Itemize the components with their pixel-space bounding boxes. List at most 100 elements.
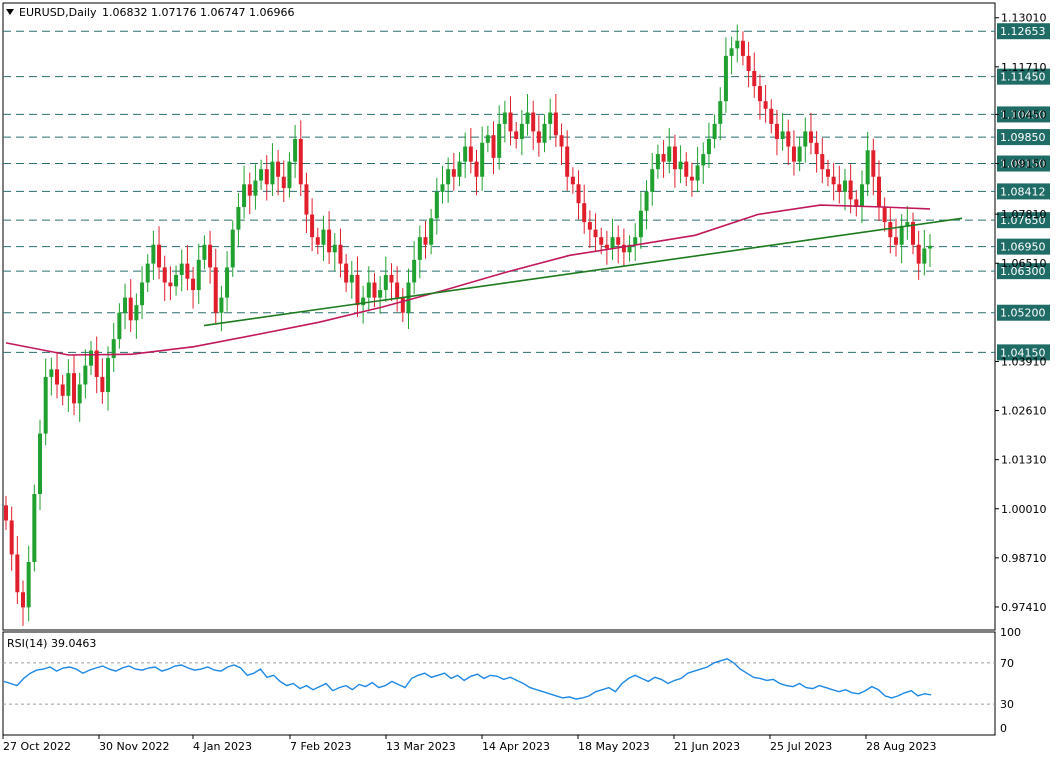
candle-body — [491, 135, 496, 158]
y-tick-label: 1.01310 — [1001, 454, 1047, 467]
candle-body — [525, 112, 530, 124]
candle-body — [474, 161, 479, 177]
candle-body — [899, 225, 904, 245]
candle-body — [123, 297, 128, 313]
candle-body — [888, 222, 893, 238]
candle-body — [264, 169, 269, 185]
candle-body — [621, 244, 626, 253]
candle-body — [791, 146, 796, 162]
candle-body — [905, 222, 910, 226]
candle-body — [582, 203, 587, 223]
x-axis: 27 Oct 2022 30 Nov 2022 4 Jan 2023 7 Feb 20… — [2, 735, 936, 753]
candle-body — [859, 184, 864, 207]
candle-body — [774, 123, 779, 139]
candle-body — [242, 184, 247, 207]
candle-body — [633, 237, 638, 245]
candle-body — [604, 244, 609, 249]
candle-body — [281, 176, 286, 189]
candle-body — [695, 165, 700, 181]
candle-body — [26, 562, 31, 608]
candle-body — [650, 169, 655, 192]
candle-body — [49, 369, 54, 377]
level-tag — [997, 129, 1050, 146]
level-tag-label: 1.12653 — [1000, 25, 1046, 38]
candle-body — [922, 248, 927, 264]
candle-body — [429, 218, 434, 245]
candle-body — [735, 40, 740, 49]
x-tick-label: 27 Oct 2022 — [3, 740, 71, 753]
level-tag-label: 1.09850 — [1000, 131, 1046, 144]
candle-body — [32, 494, 37, 563]
candle-body — [236, 206, 241, 230]
candle-body — [531, 112, 536, 132]
moving-average — [5, 204, 931, 356]
candle-body — [225, 267, 230, 298]
candle-body — [310, 214, 315, 238]
candle-body — [638, 210, 643, 238]
candle-body — [259, 169, 264, 181]
y-axis: 1.13010 1.11710 1.10450 1.09150 1.07810 1.065… — [995, 12, 1047, 614]
candle-body — [440, 184, 445, 192]
candle-body — [162, 267, 167, 283]
candle-body — [814, 142, 819, 155]
candle-body — [128, 297, 133, 321]
candle-body — [72, 373, 77, 404]
y-tick-label: 1.09150 — [1001, 158, 1047, 171]
rsi-tick-label: 100 — [1000, 626, 1021, 639]
candle-body — [655, 154, 660, 170]
x-tick-label: 21 Jun 2023 — [674, 740, 740, 753]
candle-body — [678, 161, 683, 170]
level-tag — [997, 304, 1050, 321]
level-tag — [997, 344, 1050, 361]
main-plot-frame — [2, 2, 996, 631]
level-tag — [997, 183, 1050, 200]
candle-body — [842, 180, 847, 192]
candle-body — [593, 229, 598, 238]
candle-body — [616, 237, 621, 245]
candle-body — [542, 123, 547, 143]
candle-body — [43, 376, 48, 434]
level-tag-label: 1.08412 — [1000, 185, 1046, 198]
candle-body — [706, 138, 711, 155]
level-tag — [997, 106, 1050, 123]
candle-body — [910, 222, 915, 245]
candle-body — [446, 169, 451, 185]
candle-body — [412, 259, 417, 283]
candle-body — [769, 108, 774, 124]
candle-body — [219, 297, 224, 313]
candle-body — [434, 191, 439, 219]
candle-body — [89, 350, 94, 366]
candle-body — [400, 297, 405, 313]
candle-body — [417, 237, 422, 260]
candle-body — [395, 282, 400, 298]
candle-body — [179, 263, 184, 275]
candle-body — [599, 237, 604, 245]
candle-body — [831, 176, 836, 185]
candle-body — [820, 154, 825, 170]
rsi-tick-label: 30 — [1000, 698, 1014, 711]
candle-body — [83, 365, 88, 385]
candle-body — [536, 131, 541, 143]
candle-body — [134, 305, 139, 321]
candle-body — [548, 112, 553, 124]
x-tick-label: 14 Apr 2023 — [482, 740, 550, 753]
candle-body — [502, 112, 507, 124]
y-tick-label: 1.13010 — [1001, 12, 1047, 25]
candle-body — [293, 138, 298, 162]
y-tick-label: 1.03910 — [1001, 355, 1047, 368]
candle-body — [60, 384, 65, 396]
y-tick-label: 1.06510 — [1001, 257, 1047, 270]
candle-body — [457, 161, 462, 177]
level-tag-label: 1.06950 — [1000, 241, 1046, 254]
candle-body — [332, 244, 337, 253]
dropdown-triangle-icon[interactable] — [6, 9, 14, 15]
candle-body — [803, 131, 808, 147]
level-tag-label: 1.09150 — [1000, 158, 1046, 171]
candle-body — [191, 278, 196, 291]
moving-average-line — [5, 204, 931, 356]
candle-body — [253, 180, 258, 196]
candle-body — [757, 86, 762, 102]
candle-body — [383, 274, 388, 291]
y-tick-label: 1.10450 — [1001, 108, 1047, 121]
candle-body — [106, 358, 111, 393]
